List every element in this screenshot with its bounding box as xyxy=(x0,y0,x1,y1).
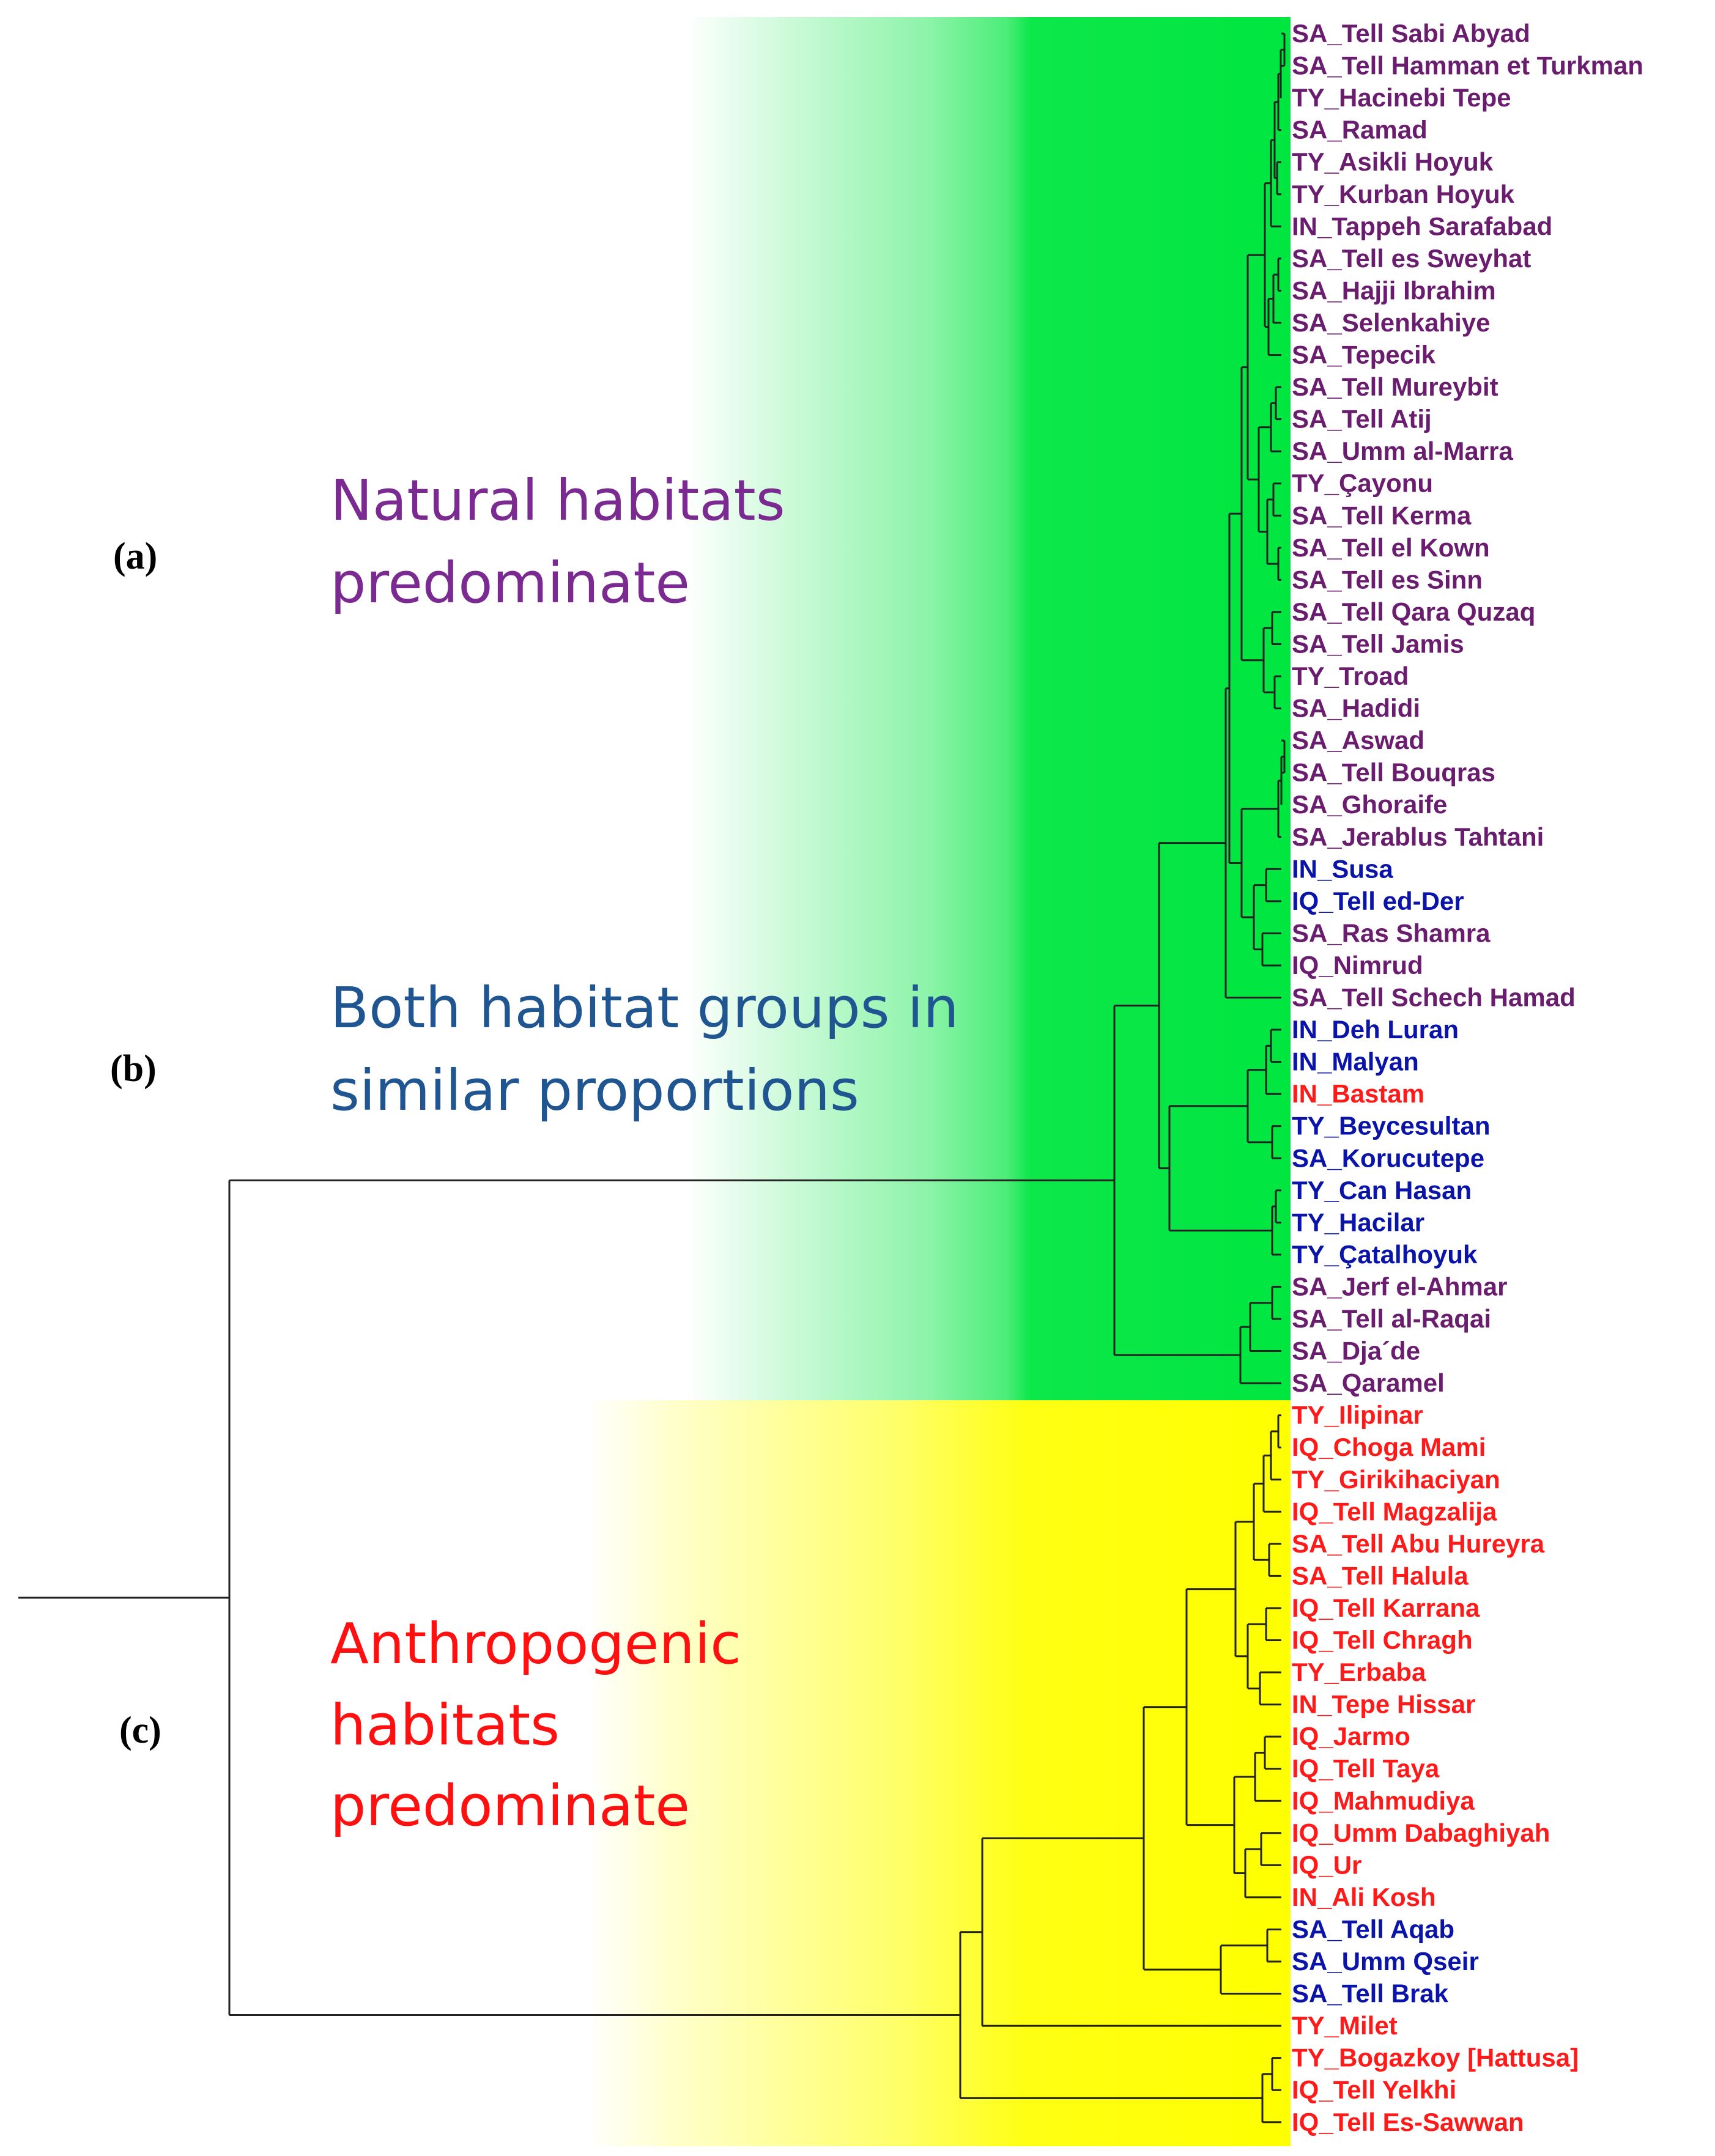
leaf-label: TY_Troad xyxy=(1292,662,1409,690)
leaf-label: TY_Asikli Hoyuk xyxy=(1292,147,1494,176)
leaf-label: TY_Çayonu xyxy=(1292,469,1433,498)
leaf-label: SA_Tell Hamman et Turkman xyxy=(1292,51,1643,80)
leaf-label: IQ_Tell Yelkhi xyxy=(1292,2075,1456,2104)
leaf-label: SA_Tell Brak xyxy=(1292,1979,1449,2008)
leaf-label: IN_Ali Kosh xyxy=(1292,1883,1436,1911)
region-a-title-line-2: predominate xyxy=(330,550,690,616)
region-c-title-line-1: Anthropogenic xyxy=(330,1611,741,1677)
leaf-label: SA_Tell Mureybit xyxy=(1292,372,1498,401)
leaf-label: SA_Tell Sabi Abyad xyxy=(1292,19,1530,48)
leaf-label: TY_Hacilar xyxy=(1292,1208,1424,1236)
leaf-label: TY_Ilipinar xyxy=(1292,1401,1423,1430)
leaf-label: SA_Tell el Kown xyxy=(1292,533,1490,562)
leaf-label: SA_Tell Jamis xyxy=(1292,629,1464,658)
leaf-label: IN_Malyan xyxy=(1292,1047,1419,1076)
leaf-label: SA_Hajji Ibrahim xyxy=(1292,276,1496,305)
leaf-label: IQ_Tell ed-Der xyxy=(1292,887,1464,915)
leaf-label: IQ_Tell Karrana xyxy=(1292,1593,1480,1622)
leaf-label: TY_Kurban Hoyuk xyxy=(1292,180,1515,209)
leaf-label: IQ_Umm Dabaghiyah xyxy=(1292,1818,1550,1847)
leaf-label: IQ_Tell Chragh xyxy=(1292,1626,1473,1655)
leaf-label: SA_Ras Shamra xyxy=(1292,918,1491,947)
leaf-label: SA_Tell Schech Hamad xyxy=(1292,983,1576,1012)
region-a-title-line-1: Natural habitats xyxy=(330,468,785,533)
leaf-label: IQ_Mahmudiya xyxy=(1292,1786,1475,1815)
leaf-label: IN_Deh Luran xyxy=(1292,1015,1459,1044)
leaf-label: IN_Bastam xyxy=(1292,1079,1424,1108)
leaf-label: SA_Aswad xyxy=(1292,726,1424,755)
leaf-label: SA_Tell Kerma xyxy=(1292,501,1472,530)
leaf-label: TY_Milet xyxy=(1292,2011,1398,2040)
leaf-label: IQ_Tell Taya xyxy=(1292,1754,1440,1783)
region-c-annotation: (c) Anthropogenic habitats predominate xyxy=(119,1611,741,1839)
leaf-label: TY_Çatalhoyuk xyxy=(1292,1240,1478,1269)
natural-habitat-band xyxy=(685,17,1291,1400)
leaf-label: SA_Selenkahiye xyxy=(1292,308,1491,337)
region-b-title-line-2: similar proportions xyxy=(330,1058,859,1123)
leaf-label: IN_Tappeh Sarafabad xyxy=(1292,212,1552,240)
region-b-annotation: (b) Both habitat groups in similar propo… xyxy=(110,975,959,1123)
anthropogenic-habitat-band xyxy=(587,1400,1291,2146)
leaf-label: SA_Tell Aqab xyxy=(1292,1914,1454,1943)
region-a-letter: (a) xyxy=(113,536,157,577)
leaf-label: IQ_Tell Es-Sawwan xyxy=(1292,2108,1524,2136)
region-a-annotation: (a) Natural habitats predominate xyxy=(113,468,785,616)
leaf-label: SA_Umm Qseir xyxy=(1292,1947,1479,1976)
leaf-label: IQ_Nimrud xyxy=(1292,951,1423,980)
leaf-label: SA_Tell es Sweyhat xyxy=(1292,244,1531,273)
leaf-label: SA_Tell Atij xyxy=(1292,405,1432,434)
leaf-label: SA_Tell Halula xyxy=(1292,1561,1469,1590)
leaf-label: SA_Dja´de xyxy=(1292,1337,1420,1365)
leaf-labels: SA_Tell Sabi Abyad SA_Tell Hamman et Turk… xyxy=(1292,19,1643,2136)
leaf-label: IN_Tepe Hissar xyxy=(1292,1690,1475,1719)
leaf-label: SA_Tell es Sinn xyxy=(1292,565,1483,594)
leaf-label: SA_Korucutepe xyxy=(1292,1143,1484,1172)
leaf-label: IQ_Choga Mami xyxy=(1292,1433,1486,1461)
leaf-label: IQ_Jarmo xyxy=(1292,1722,1410,1751)
leaf-label: SA_Jerf el-Ahmar xyxy=(1292,1272,1507,1301)
leaf-label: TY_Hacinebi Tepe xyxy=(1292,83,1511,112)
leaf-label: SA_Qaramel xyxy=(1292,1368,1445,1397)
leaf-label: SA_Ghoraife xyxy=(1292,790,1447,819)
leaf-label: TY_Bogazkoy [Hattusa] xyxy=(1292,2043,1579,2072)
leaf-label: TY_Can Hasan xyxy=(1292,1176,1472,1205)
region-b-letter: (b) xyxy=(110,1048,157,1090)
leaf-label: SA_Tell Bouqras xyxy=(1292,758,1495,787)
leaf-label: SA_Hadidi xyxy=(1292,694,1420,723)
leaf-label: IQ_Ur xyxy=(1292,1850,1361,1879)
leaf-label: SA_Tell Abu Hureyra xyxy=(1292,1529,1545,1558)
leaf-label: IQ_Tell Magzalija xyxy=(1292,1497,1497,1526)
region-c-title-line-3: predominate xyxy=(330,1773,690,1839)
leaf-label: SA_Tell Qara Quzaq xyxy=(1292,597,1535,626)
leaf-label: SA_Jerablus Tahtani xyxy=(1292,822,1544,851)
leaf-label: TY_Girikihaciyan xyxy=(1292,1465,1500,1494)
region-b-title-line-1: Both habitat groups in xyxy=(330,975,959,1041)
leaf-label: TY_Beycesultan xyxy=(1292,1112,1490,1140)
leaf-label: SA_Umm al-Marra xyxy=(1292,437,1513,465)
leaf-label: SA_Tell al-Raqai xyxy=(1292,1304,1491,1333)
leaf-label: SA_Ramad xyxy=(1292,116,1428,144)
leaf-label: SA_Tepecik xyxy=(1292,341,1436,369)
region-c-title-line-2: habitats xyxy=(330,1693,560,1758)
dendrogram-branches xyxy=(18,32,1286,2124)
region-c-letter: (c) xyxy=(119,1710,161,1751)
leaf-label: TY_Erbaba xyxy=(1292,1658,1426,1686)
leaf-label: IN_Susa xyxy=(1292,854,1393,883)
